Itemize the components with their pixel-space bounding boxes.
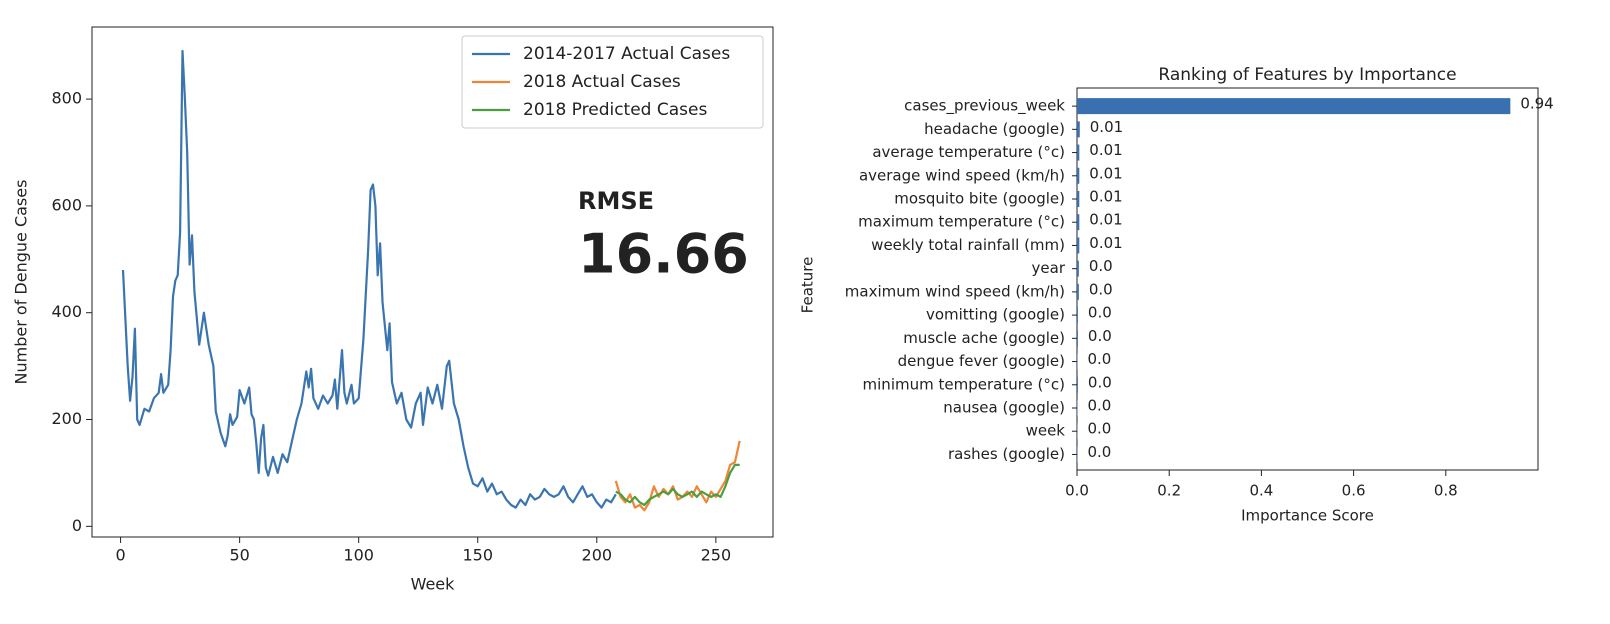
y-tick-label: average wind speed (km/h) — [859, 166, 1065, 184]
value-label: 0.0 — [1087, 350, 1111, 368]
data-line — [121, 49, 617, 509]
y-tick-label: 200 — [51, 409, 82, 428]
legend-label: 2014-2017 Actual Cases — [523, 44, 730, 64]
value-label: 0.01 — [1089, 188, 1122, 206]
bar — [1077, 121, 1080, 138]
y-tick-label: vomitting (google) — [926, 306, 1065, 324]
value-label: 0.0 — [1087, 443, 1111, 461]
value-label: 0.01 — [1089, 164, 1122, 182]
y-tick-label: week — [1026, 422, 1066, 440]
axes-frame — [1076, 87, 1539, 471]
x-tick-label: 100 — [343, 546, 374, 565]
value-label: 0.0 — [1087, 420, 1111, 438]
value-label: 0.0 — [1088, 373, 1112, 391]
x-tick-label: 0 — [115, 546, 125, 565]
y-tick-label: nausea (google) — [943, 398, 1065, 416]
y-tick-label: minimum temperature (°c) — [863, 375, 1065, 393]
value-label: 0.0 — [1089, 257, 1113, 275]
y-axis-label: Feature — [799, 257, 817, 314]
y-tick-label: muscle ache (google) — [903, 329, 1065, 347]
value-label: 0.0 — [1089, 280, 1113, 298]
x-tick-label: 250 — [701, 546, 732, 565]
x-tick-label: 150 — [462, 546, 493, 565]
x-tick-label: 0.8 — [1434, 482, 1458, 500]
value-label: 0.0 — [1088, 304, 1112, 322]
x-tick-label: 50 — [229, 546, 249, 565]
x-tick-label: 0.2 — [1157, 482, 1181, 500]
bar — [1077, 283, 1079, 300]
y-tick-label: rashes (google) — [948, 445, 1065, 463]
data-line — [614, 440, 741, 512]
y-tick-label: cases_previous_week — [904, 97, 1065, 116]
bar — [1077, 144, 1080, 161]
value-label: 0.0 — [1088, 327, 1112, 345]
y-tick-label: 600 — [51, 195, 82, 214]
value-label: 0.01 — [1090, 118, 1123, 136]
x-tick-label: 0.0 — [1065, 482, 1089, 500]
value-label: 0.01 — [1089, 211, 1122, 229]
y-tick-label: 400 — [51, 302, 82, 321]
value-label: 0.0 — [1087, 396, 1111, 414]
bar — [1077, 260, 1079, 277]
x-axis-label: Importance Score — [1241, 507, 1374, 525]
legend-box — [461, 35, 764, 129]
chart-title: Ranking of Features by Importance — [1158, 65, 1456, 85]
y-tick-label: average temperature (°c) — [872, 143, 1065, 161]
bar — [1077, 167, 1080, 184]
y-tick-label: weekly total rainfall (mm) — [871, 236, 1065, 254]
x-tick-label: 200 — [582, 546, 613, 565]
value-label: 0.94 — [1520, 95, 1553, 113]
axes-frame — [91, 26, 774, 538]
bar — [1077, 237, 1080, 254]
y-tick-label: maximum wind speed (km/h) — [845, 282, 1065, 300]
y-tick-label: maximum temperature (°c) — [858, 213, 1065, 231]
y-tick-label: headache (google) — [924, 120, 1065, 138]
y-tick-label: 0 — [72, 516, 82, 535]
data-line — [615, 463, 740, 507]
bar — [1077, 376, 1078, 393]
value-label: 0.01 — [1089, 234, 1122, 252]
value-label: 0.01 — [1089, 141, 1122, 159]
y-tick-label: 800 — [51, 89, 82, 108]
y-tick-label: dengue fever (google) — [898, 352, 1065, 370]
y-tick-label: year — [1032, 259, 1066, 277]
bar — [1077, 191, 1080, 208]
x-axis-label: Week — [411, 575, 456, 594]
bar — [1077, 214, 1080, 231]
legend-label: 2018 Actual Cases — [523, 72, 681, 92]
bar — [1077, 307, 1078, 324]
x-tick-label: 0.6 — [1342, 482, 1366, 500]
y-axis-label: Number of Dengue Cases — [12, 180, 31, 385]
annotation-value: 16.66 — [578, 223, 749, 286]
x-tick-label: 0.4 — [1249, 482, 1273, 500]
bar — [1077, 330, 1078, 347]
y-tick-label: mosquito bite (google) — [894, 190, 1065, 208]
annotation-label: RMSE — [578, 187, 654, 215]
bar — [1077, 98, 1511, 115]
legend-label: 2018 Predicted Cases — [523, 100, 707, 120]
